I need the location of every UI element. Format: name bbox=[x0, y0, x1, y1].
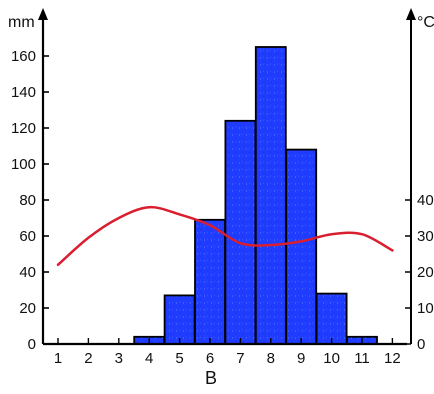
left-y-axis-arrow bbox=[38, 8, 48, 20]
x-tick-label-12: 12 bbox=[384, 350, 401, 367]
left-y-axis-ticks: 0 20 40 60 80 100 120 140 160 bbox=[11, 48, 49, 353]
x-tick-label-11: 11 bbox=[354, 350, 370, 367]
x-tick-label-5: 5 bbox=[175, 350, 183, 367]
left-y-tick-label-60: 60 bbox=[19, 228, 36, 245]
x-tick-label-9: 9 bbox=[297, 350, 305, 367]
precipitation-bar-10 bbox=[315, 292, 348, 345]
x-axis-ticks: 1 2 3 4 5 6 7 8 9 10 11 12 bbox=[54, 338, 401, 367]
right-y-axis-arrow bbox=[406, 8, 416, 20]
right-y-tick-label-40: 40 bbox=[417, 192, 434, 209]
right-y-axis-ticks: 0 10 20 30 40 bbox=[405, 192, 434, 353]
left-y-tick-label-160: 160 bbox=[11, 48, 36, 65]
x-tick-label-3: 3 bbox=[115, 350, 123, 367]
precipitation-bar-5 bbox=[163, 294, 196, 345]
left-y-tick-label-120: 120 bbox=[11, 120, 36, 137]
temperature-line bbox=[56, 205, 394, 267]
left-y-tick-label-80: 80 bbox=[19, 192, 36, 209]
left-y-tick-label-40: 40 bbox=[19, 264, 36, 281]
chart-axes bbox=[38, 8, 416, 346]
x-tick-label-8: 8 bbox=[267, 350, 275, 367]
chart-subtitle: B bbox=[205, 368, 217, 388]
left-axis-unit-label: mm bbox=[8, 14, 35, 31]
x-tick-label-4: 4 bbox=[145, 350, 153, 367]
precipitation-bar-8 bbox=[254, 46, 287, 345]
right-y-tick-label-30: 30 bbox=[417, 228, 434, 245]
x-tick-label-7: 7 bbox=[236, 350, 244, 367]
left-y-tick-label-140: 140 bbox=[11, 84, 36, 101]
precipitation-bar-7 bbox=[224, 119, 257, 345]
precipitation-bar-9 bbox=[285, 148, 318, 345]
left-y-tick-label-0: 0 bbox=[28, 336, 36, 353]
right-y-tick-label-10: 10 bbox=[417, 300, 434, 317]
precipitation-bar-6 bbox=[194, 218, 226, 345]
x-tick-label-1: 1 bbox=[54, 350, 62, 367]
left-y-tick-label-20: 20 bbox=[19, 300, 36, 317]
right-axis-unit-label: °C bbox=[417, 14, 434, 31]
x-tick-label-10: 10 bbox=[323, 350, 340, 367]
right-y-tick-label-0: 0 bbox=[417, 336, 425, 353]
precipitation-bars bbox=[133, 46, 378, 345]
x-tick-label-2: 2 bbox=[84, 350, 92, 367]
left-y-tick-label-100: 100 bbox=[11, 156, 36, 173]
right-y-tick-label-20: 20 bbox=[417, 264, 434, 281]
x-tick-label-6: 6 bbox=[206, 350, 214, 367]
